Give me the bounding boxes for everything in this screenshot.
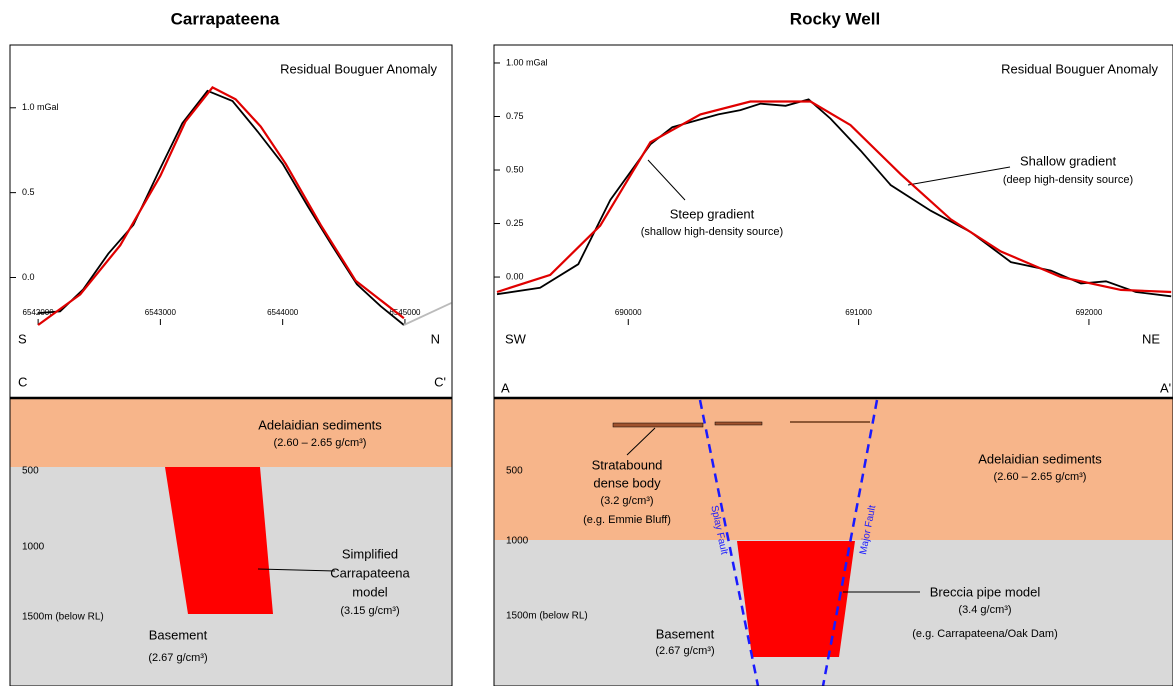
- frame: [9, 44, 453, 686]
- depth: 1000: [506, 536, 529, 547]
- label: Basement: [656, 626, 715, 641]
- y-tick-label: 0.5: [22, 187, 35, 197]
- y-tick-label: 0.25: [506, 218, 524, 228]
- end-label: C: [18, 374, 27, 389]
- leader: [626, 427, 656, 456]
- direction: S: [18, 331, 27, 346]
- depth: 500: [22, 466, 39, 477]
- x-tick-label: 691000: [845, 308, 872, 317]
- label: (3.15 g/cm³): [340, 605, 399, 617]
- chart-annotation: Residual Bouguer Anomaly: [1001, 61, 1158, 76]
- note: (shallow high-density source): [641, 226, 783, 238]
- label: dense body: [593, 475, 661, 490]
- label: model: [352, 584, 388, 599]
- label: Adelaidian sediments: [978, 451, 1102, 466]
- label: Basement: [149, 627, 208, 642]
- direction: N: [431, 331, 440, 346]
- depth: 1500m (below RL): [506, 611, 588, 622]
- y-tick-label: 0.0: [22, 272, 35, 282]
- y-tick-label: 1.00 mGal: [506, 57, 548, 67]
- label: (e.g. Emmie Bluff): [583, 514, 671, 526]
- end-label: A': [1160, 380, 1171, 395]
- profile-line: [38, 89, 405, 326]
- stratabound: [714, 421, 763, 426]
- profile-line: [403, 302, 452, 326]
- end-label: A: [501, 380, 510, 395]
- y-tick-label: 0.00: [506, 271, 524, 281]
- profile-line: [37, 86, 405, 326]
- chart-title: Rocky Well: [790, 9, 880, 28]
- frame: [493, 44, 1173, 686]
- label: Carrapateena: [330, 565, 410, 580]
- label: (e.g. Carrapateena/Oak Dam): [912, 628, 1058, 640]
- x-tick-label: 6544000: [267, 308, 299, 317]
- x-tick-label: 6545000: [389, 308, 421, 317]
- fault: [821, 399, 879, 686]
- sediment-layer: [10, 398, 452, 467]
- depth: 1500m (below RL): [22, 612, 104, 623]
- label: (3.4 g/cm³): [958, 604, 1011, 616]
- direction: SW: [505, 331, 527, 346]
- direction: NE: [1142, 331, 1160, 346]
- leader: [907, 166, 1011, 186]
- x-tick-label: 6543000: [145, 308, 177, 317]
- label: Simplified: [342, 546, 398, 561]
- leader: [647, 159, 686, 201]
- section-left: S N C C' 500 1000 1500m (below RL) Adela…: [10, 331, 452, 686]
- end-label: C': [434, 374, 446, 389]
- label: Stratabound: [592, 457, 663, 472]
- x-tick-label: 692000: [1076, 308, 1103, 317]
- note: Shallow gradient: [1020, 153, 1117, 168]
- model-body: [165, 467, 273, 614]
- chart-title: Carrapateena: [171, 9, 280, 28]
- label: (2.60 – 2.65 g/cm³): [994, 471, 1087, 483]
- label: (2.60 – 2.65 g/cm³): [274, 437, 367, 449]
- label: (2.67 g/cm³): [655, 645, 714, 657]
- model-body: [737, 541, 855, 657]
- y-tick-label: 0.75: [506, 111, 524, 121]
- stratabound: [612, 422, 704, 428]
- profile-line: [496, 100, 1172, 294]
- note: (deep high-density source): [1003, 174, 1133, 186]
- depth: 1000: [22, 542, 45, 553]
- fault: [698, 399, 760, 686]
- y-tick-label: 1.0 mGal: [22, 102, 59, 112]
- label: Breccia pipe model: [930, 584, 1041, 599]
- profile-line: [496, 98, 1172, 298]
- leader: [257, 568, 336, 572]
- label: Adelaidian sediments: [258, 417, 382, 432]
- depth: 500: [506, 466, 523, 477]
- label: (3.2 g/cm³): [600, 495, 653, 507]
- note: Steep gradient: [670, 206, 755, 221]
- y-tick-label: 0.50: [506, 164, 524, 174]
- chart-annotation: Residual Bouguer Anomaly: [280, 61, 437, 76]
- label: (2.67 g/cm³): [148, 652, 207, 664]
- section-right: Splay Fault Major Fault SW NE A A' 500 1…: [494, 331, 1173, 686]
- x-tick-label: 690000: [615, 308, 642, 317]
